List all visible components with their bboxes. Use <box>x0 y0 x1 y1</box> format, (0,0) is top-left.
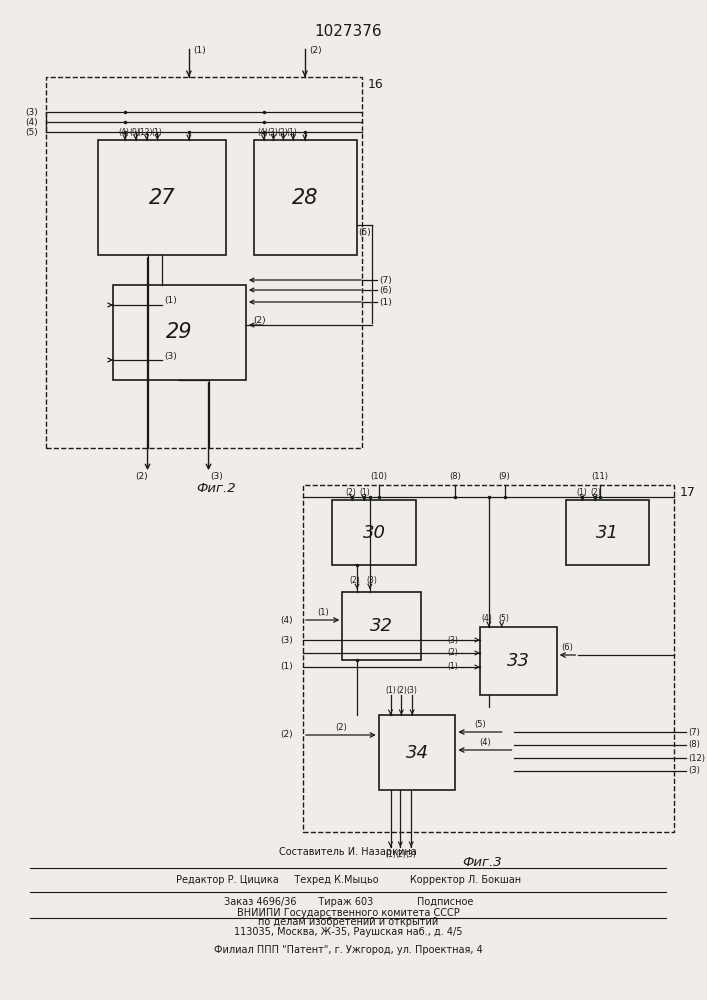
Text: 30: 30 <box>363 524 386 542</box>
Text: Фиг.3: Фиг.3 <box>462 856 502 868</box>
Text: (1): (1) <box>317 608 329 617</box>
Text: (2): (2) <box>395 850 406 858</box>
Text: 29: 29 <box>166 322 193 342</box>
Text: (5): (5) <box>25 127 38 136</box>
Text: (2): (2) <box>396 686 407 696</box>
Text: (2): (2) <box>448 648 458 658</box>
Text: (3): (3) <box>689 766 701 776</box>
Text: (3): (3) <box>25 107 38 116</box>
Text: (2): (2) <box>281 730 293 740</box>
Text: (8): (8) <box>689 740 701 750</box>
Text: (1): (1) <box>193 46 206 55</box>
Text: (5): (5) <box>358 229 371 237</box>
Text: (1): (1) <box>281 662 293 672</box>
Bar <box>342 592 421 660</box>
Text: (8): (8) <box>450 473 462 482</box>
Text: (11): (11) <box>592 473 609 482</box>
Text: (7): (7) <box>689 728 701 736</box>
Text: (10): (10) <box>370 473 387 482</box>
Text: (1): (1) <box>448 662 458 672</box>
Text: 113035, Москва, Ж-35, Раушская наб., д. 4/5: 113035, Москва, Ж-35, Раушская наб., д. … <box>234 927 462 937</box>
Text: 17: 17 <box>679 487 696 499</box>
Text: (6): (6) <box>561 643 573 652</box>
Text: (9): (9) <box>129 127 140 136</box>
Text: (12): (12) <box>689 754 706 762</box>
Text: (2): (2) <box>277 127 288 136</box>
Text: (2): (2) <box>350 576 361 584</box>
Text: (3): (3) <box>448 636 458 645</box>
Bar <box>379 715 455 790</box>
Text: (2): (2) <box>591 488 602 496</box>
Text: (1): (1) <box>380 298 392 306</box>
Text: (3): (3) <box>281 636 293 645</box>
Text: (1): (1) <box>576 488 587 496</box>
Text: (6): (6) <box>380 286 392 294</box>
Text: (1): (1) <box>164 296 177 306</box>
Bar <box>303 485 674 832</box>
Text: (1): (1) <box>385 850 396 858</box>
Text: (2): (2) <box>253 316 266 326</box>
Text: (2): (2) <box>309 46 322 55</box>
Bar <box>113 285 246 380</box>
Text: (3): (3) <box>164 352 177 360</box>
Text: (3): (3) <box>267 127 278 136</box>
Text: (7): (7) <box>380 275 392 284</box>
Text: 27: 27 <box>149 188 175 208</box>
Bar <box>566 500 649 565</box>
Text: (3): (3) <box>406 850 416 858</box>
Text: Редактор Р. Цицика     Техред К.Мыцьо          Корректор Л. Бокшан: Редактор Р. Цицика Техред К.Мыцьо Коррек… <box>175 875 521 885</box>
Text: (5): (5) <box>474 720 486 729</box>
Text: Заказ 4696/36       Тираж 603              Подписное: Заказ 4696/36 Тираж 603 Подписное <box>223 897 473 907</box>
Bar <box>332 500 416 565</box>
Text: 31: 31 <box>596 524 619 542</box>
Text: (2): (2) <box>346 488 356 496</box>
Text: (3): (3) <box>210 472 223 481</box>
Text: 16: 16 <box>368 79 384 92</box>
Text: (1): (1) <box>151 127 162 136</box>
Bar <box>98 140 226 255</box>
Text: (1): (1) <box>287 127 298 136</box>
Text: (1): (1) <box>360 488 370 496</box>
Text: (9): (9) <box>498 473 510 482</box>
Bar <box>480 627 556 695</box>
Text: (4): (4) <box>281 615 293 624</box>
Text: (4): (4) <box>479 738 491 747</box>
Text: Филиал ППП "Патент", г. Ужгород, ул. Проектная, 4: Филиал ППП "Патент", г. Ужгород, ул. Про… <box>214 945 483 955</box>
Text: 34: 34 <box>406 744 428 762</box>
Text: (5): (5) <box>498 614 509 624</box>
Text: (4): (4) <box>119 127 129 136</box>
Bar <box>46 77 362 448</box>
Text: (4): (4) <box>257 127 268 136</box>
Text: (12): (12) <box>138 127 153 136</box>
Text: 1027376: 1027376 <box>315 24 382 39</box>
Text: Фиг.2: Фиг.2 <box>197 482 236 494</box>
Text: по делам изобретений и открытий: по делам изобретений и открытий <box>258 917 438 927</box>
Text: (1): (1) <box>385 686 396 696</box>
Text: (4): (4) <box>25 117 38 126</box>
Text: 33: 33 <box>507 652 530 670</box>
Text: 32: 32 <box>370 617 393 635</box>
Text: 28: 28 <box>292 188 319 208</box>
Text: ВНИИПИ Государственного комитета СССР: ВНИИПИ Государственного комитета СССР <box>237 908 460 918</box>
Text: (3): (3) <box>407 686 418 696</box>
Text: (3): (3) <box>366 576 378 584</box>
Text: (2): (2) <box>135 472 148 481</box>
Text: Составитель И. Назаркина: Составитель И. Назаркина <box>279 847 417 857</box>
Bar <box>254 140 357 255</box>
Text: (4): (4) <box>481 614 492 624</box>
Text: (2): (2) <box>335 723 346 732</box>
